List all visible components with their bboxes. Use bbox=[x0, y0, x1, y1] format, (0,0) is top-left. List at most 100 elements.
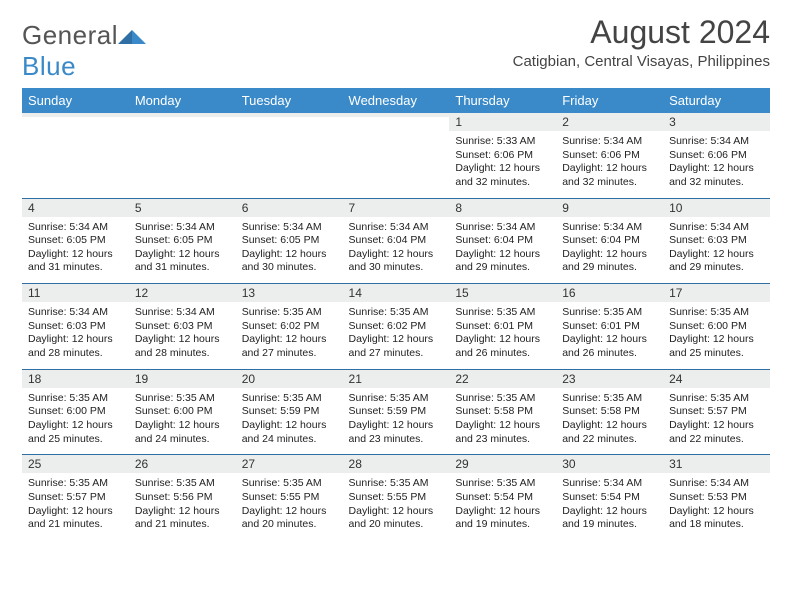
daylight-text: Daylight: 12 hours and 19 minutes. bbox=[455, 505, 550, 532]
day-body: Sunrise: 5:35 AMSunset: 5:56 PMDaylight:… bbox=[129, 473, 236, 540]
sunrise-text: Sunrise: 5:34 AM bbox=[562, 135, 657, 149]
sunset-text: Sunset: 6:06 PM bbox=[669, 149, 764, 163]
calendar-cell: 17Sunrise: 5:35 AMSunset: 6:00 PMDayligh… bbox=[663, 284, 770, 370]
calendar-cell: 25Sunrise: 5:35 AMSunset: 5:57 PMDayligh… bbox=[22, 455, 129, 540]
sunset-text: Sunset: 5:55 PM bbox=[242, 491, 337, 505]
sunrise-text: Sunrise: 5:35 AM bbox=[242, 306, 337, 320]
day-body: Sunrise: 5:34 AMSunset: 6:04 PMDaylight:… bbox=[343, 217, 450, 284]
calendar-cell: 30Sunrise: 5:34 AMSunset: 5:54 PMDayligh… bbox=[556, 455, 663, 540]
calendar-cell: 2Sunrise: 5:34 AMSunset: 6:06 PMDaylight… bbox=[556, 113, 663, 198]
calendar-cell: 1Sunrise: 5:33 AMSunset: 6:06 PMDaylight… bbox=[449, 113, 556, 198]
daylight-text: Daylight: 12 hours and 29 minutes. bbox=[455, 248, 550, 275]
day-body: Sunrise: 5:35 AMSunset: 6:00 PMDaylight:… bbox=[663, 302, 770, 369]
daylight-text: Daylight: 12 hours and 30 minutes. bbox=[349, 248, 444, 275]
daylight-text: Daylight: 12 hours and 31 minutes. bbox=[135, 248, 230, 275]
sunset-text: Sunset: 6:05 PM bbox=[242, 234, 337, 248]
day-body: Sunrise: 5:35 AMSunset: 5:57 PMDaylight:… bbox=[22, 473, 129, 540]
day-number: 7 bbox=[343, 199, 450, 217]
calendar-row: 18Sunrise: 5:35 AMSunset: 6:00 PMDayligh… bbox=[22, 369, 770, 455]
day-number: 1 bbox=[449, 113, 556, 131]
day-number: 21 bbox=[343, 370, 450, 388]
calendar-cell: 24Sunrise: 5:35 AMSunset: 5:57 PMDayligh… bbox=[663, 369, 770, 455]
day-body: Sunrise: 5:35 AMSunset: 5:55 PMDaylight:… bbox=[236, 473, 343, 540]
calendar-cell: 21Sunrise: 5:35 AMSunset: 5:59 PMDayligh… bbox=[343, 369, 450, 455]
title-block: August 2024 Catigbian, Central Visayas, … bbox=[513, 14, 770, 70]
daylight-text: Daylight: 12 hours and 23 minutes. bbox=[455, 419, 550, 446]
sunrise-text: Sunrise: 5:35 AM bbox=[135, 477, 230, 491]
calendar-cell: 20Sunrise: 5:35 AMSunset: 5:59 PMDayligh… bbox=[236, 369, 343, 455]
day-body: Sunrise: 5:35 AMSunset: 6:02 PMDaylight:… bbox=[343, 302, 450, 369]
day-body: Sunrise: 5:34 AMSunset: 6:06 PMDaylight:… bbox=[556, 131, 663, 198]
calendar-cell: 4Sunrise: 5:34 AMSunset: 6:05 PMDaylight… bbox=[22, 198, 129, 284]
day-body: Sunrise: 5:34 AMSunset: 6:05 PMDaylight:… bbox=[236, 217, 343, 284]
sunrise-text: Sunrise: 5:35 AM bbox=[242, 392, 337, 406]
weekday-header: Thursday bbox=[449, 88, 556, 113]
sunrise-text: Sunrise: 5:34 AM bbox=[669, 135, 764, 149]
calendar-cell bbox=[343, 113, 450, 198]
sunrise-text: Sunrise: 5:35 AM bbox=[455, 477, 550, 491]
calendar-cell: 29Sunrise: 5:35 AMSunset: 5:54 PMDayligh… bbox=[449, 455, 556, 540]
sunrise-text: Sunrise: 5:34 AM bbox=[455, 221, 550, 235]
day-number: 31 bbox=[663, 455, 770, 473]
calendar-row: 1Sunrise: 5:33 AMSunset: 6:06 PMDaylight… bbox=[22, 113, 770, 198]
day-body: Sunrise: 5:34 AMSunset: 5:53 PMDaylight:… bbox=[663, 473, 770, 540]
calendar-cell: 10Sunrise: 5:34 AMSunset: 6:03 PMDayligh… bbox=[663, 198, 770, 284]
day-number: 28 bbox=[343, 455, 450, 473]
calendar-cell: 27Sunrise: 5:35 AMSunset: 5:55 PMDayligh… bbox=[236, 455, 343, 540]
sunset-text: Sunset: 6:04 PM bbox=[562, 234, 657, 248]
daylight-text: Daylight: 12 hours and 32 minutes. bbox=[455, 162, 550, 189]
sunrise-text: Sunrise: 5:35 AM bbox=[28, 477, 123, 491]
calendar-cell: 12Sunrise: 5:34 AMSunset: 6:03 PMDayligh… bbox=[129, 284, 236, 370]
day-number: 13 bbox=[236, 284, 343, 302]
sunrise-text: Sunrise: 5:34 AM bbox=[562, 477, 657, 491]
sunset-text: Sunset: 5:59 PM bbox=[242, 405, 337, 419]
day-number: 10 bbox=[663, 199, 770, 217]
sunrise-text: Sunrise: 5:35 AM bbox=[562, 392, 657, 406]
logo-text-gray: General bbox=[22, 20, 118, 50]
day-body: Sunrise: 5:34 AMSunset: 6:05 PMDaylight:… bbox=[129, 217, 236, 284]
sunset-text: Sunset: 6:02 PM bbox=[242, 320, 337, 334]
daylight-text: Daylight: 12 hours and 25 minutes. bbox=[669, 333, 764, 360]
day-number: 4 bbox=[22, 199, 129, 217]
day-number: 3 bbox=[663, 113, 770, 131]
calendar-row: 4Sunrise: 5:34 AMSunset: 6:05 PMDaylight… bbox=[22, 198, 770, 284]
sunset-text: Sunset: 6:03 PM bbox=[669, 234, 764, 248]
daylight-text: Daylight: 12 hours and 24 minutes. bbox=[242, 419, 337, 446]
sunrise-text: Sunrise: 5:35 AM bbox=[349, 306, 444, 320]
calendar-row: 25Sunrise: 5:35 AMSunset: 5:57 PMDayligh… bbox=[22, 455, 770, 540]
daylight-text: Daylight: 12 hours and 20 minutes. bbox=[242, 505, 337, 532]
sunrise-text: Sunrise: 5:33 AM bbox=[455, 135, 550, 149]
header: GeneralBlue August 2024 Catigbian, Centr… bbox=[22, 14, 770, 82]
day-body: Sunrise: 5:35 AMSunset: 5:57 PMDaylight:… bbox=[663, 388, 770, 455]
day-body: Sunrise: 5:34 AMSunset: 6:03 PMDaylight:… bbox=[129, 302, 236, 369]
sunset-text: Sunset: 5:54 PM bbox=[455, 491, 550, 505]
day-number: 30 bbox=[556, 455, 663, 473]
calendar-cell: 18Sunrise: 5:35 AMSunset: 6:00 PMDayligh… bbox=[22, 369, 129, 455]
daylight-text: Daylight: 12 hours and 31 minutes. bbox=[28, 248, 123, 275]
day-body: Sunrise: 5:34 AMSunset: 6:03 PMDaylight:… bbox=[663, 217, 770, 284]
daylight-text: Daylight: 12 hours and 26 minutes. bbox=[562, 333, 657, 360]
daylight-text: Daylight: 12 hours and 25 minutes. bbox=[28, 419, 123, 446]
calendar-cell: 13Sunrise: 5:35 AMSunset: 6:02 PMDayligh… bbox=[236, 284, 343, 370]
day-number: 26 bbox=[129, 455, 236, 473]
day-body: Sunrise: 5:33 AMSunset: 6:06 PMDaylight:… bbox=[449, 131, 556, 198]
sunrise-text: Sunrise: 5:34 AM bbox=[562, 221, 657, 235]
logo: GeneralBlue bbox=[22, 14, 146, 82]
day-number: 14 bbox=[343, 284, 450, 302]
daylight-text: Daylight: 12 hours and 24 minutes. bbox=[135, 419, 230, 446]
day-body bbox=[129, 117, 236, 179]
sunset-text: Sunset: 5:56 PM bbox=[135, 491, 230, 505]
day-number: 6 bbox=[236, 199, 343, 217]
weekday-header: Saturday bbox=[663, 88, 770, 113]
daylight-text: Daylight: 12 hours and 28 minutes. bbox=[28, 333, 123, 360]
day-body: Sunrise: 5:34 AMSunset: 6:04 PMDaylight:… bbox=[449, 217, 556, 284]
sunset-text: Sunset: 6:00 PM bbox=[135, 405, 230, 419]
sunrise-text: Sunrise: 5:34 AM bbox=[28, 221, 123, 235]
day-body: Sunrise: 5:35 AMSunset: 5:58 PMDaylight:… bbox=[556, 388, 663, 455]
calendar-cell: 28Sunrise: 5:35 AMSunset: 5:55 PMDayligh… bbox=[343, 455, 450, 540]
weekday-header: Tuesday bbox=[236, 88, 343, 113]
sunrise-text: Sunrise: 5:34 AM bbox=[28, 306, 123, 320]
day-body: Sunrise: 5:35 AMSunset: 5:58 PMDaylight:… bbox=[449, 388, 556, 455]
calendar-cell: 11Sunrise: 5:34 AMSunset: 6:03 PMDayligh… bbox=[22, 284, 129, 370]
calendar-cell: 3Sunrise: 5:34 AMSunset: 6:06 PMDaylight… bbox=[663, 113, 770, 198]
